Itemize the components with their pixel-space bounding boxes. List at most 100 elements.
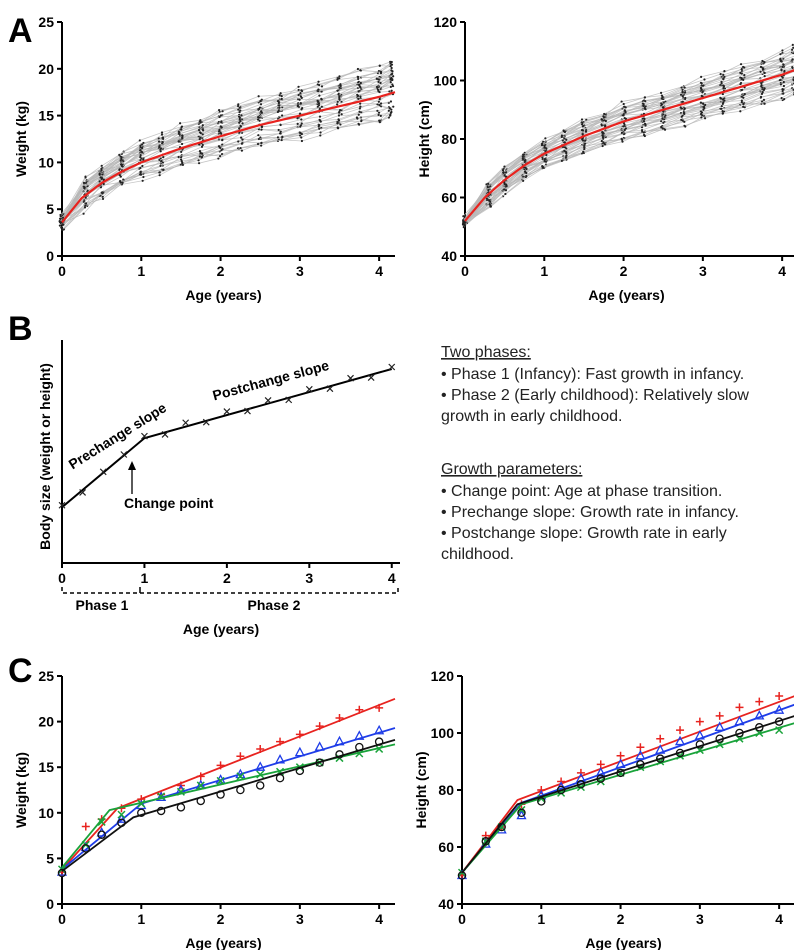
c-weight-triangle-marker	[255, 761, 266, 771]
a-weight-individual-point	[140, 143, 144, 146]
a-height-individual-line	[465, 47, 794, 221]
a-weight-individual-point	[200, 145, 204, 148]
c-weight-circle-marker	[355, 742, 364, 752]
a-height-individual-line	[464, 58, 794, 222]
a-height-individual-point	[683, 86, 686, 89]
c-height-plus-marker	[695, 717, 704, 726]
a-weight-individual-point	[279, 92, 282, 95]
b-x-tick-label: 2	[223, 570, 231, 586]
a-height-individual-point	[462, 225, 465, 229]
a-weight-individual-point	[390, 63, 394, 66]
a-height-individual-point	[544, 137, 547, 140]
a-weight-individual-point	[318, 94, 321, 97]
a-weight-individual-point	[239, 120, 242, 123]
a-height-individual-point	[644, 107, 647, 110]
c-height-fit-line	[461, 722, 794, 874]
a-weight-individual-point	[118, 168, 121, 171]
a-height-individual-point	[602, 115, 605, 118]
a-height-individual-point	[601, 134, 604, 137]
a-height-individual-point	[702, 108, 705, 111]
a-height-individual-point	[622, 102, 625, 106]
a-height-individual-point	[643, 117, 646, 121]
c-height-x-label: Age (years)	[585, 935, 661, 950]
c-height-triangle-marker	[575, 772, 587, 783]
a-weight-individual-point	[339, 123, 342, 126]
a-height-individual-point	[662, 113, 665, 116]
a-height-individual-point	[763, 102, 766, 105]
c-height-circle-marker	[596, 774, 606, 783]
a-weight-individual-point	[142, 141, 145, 145]
a-height-individual-point	[722, 73, 725, 76]
b-x-tick-label: 3	[305, 570, 313, 586]
c-weight-plus-marker	[295, 730, 304, 739]
b-data-point	[79, 488, 87, 496]
a-height-individual-point	[643, 96, 647, 99]
a-weight-individual-point	[240, 142, 244, 145]
a-weight-individual-point	[237, 108, 240, 111]
a-weight-individual-point	[376, 88, 380, 91]
a-height-individual-point	[680, 86, 683, 89]
a-height-individual-point	[781, 65, 784, 68]
a-height-individual-line	[464, 76, 794, 221]
c-weight-fit-line	[61, 743, 396, 869]
a-weight-individual-point	[218, 108, 221, 112]
a-height-individual-point	[642, 119, 646, 123]
c-height-circle-marker	[481, 837, 491, 846]
a-height-individual-point	[684, 125, 687, 128]
c-weight-triangle-marker	[314, 741, 325, 751]
a-height-individual-point	[583, 145, 586, 149]
c-weight-circle-marker	[81, 844, 91, 853]
a-weight-individual-point	[375, 77, 378, 80]
c-weight-circle-marker	[196, 796, 205, 806]
a-weight-individual-point	[201, 152, 204, 155]
a-weight-individual-point	[377, 111, 381, 114]
a-height-individual-line	[464, 79, 794, 226]
a-weight-individual-point	[359, 81, 362, 85]
a-height-individual-point	[560, 135, 563, 139]
a-weight-y-tick-label: 20	[38, 61, 54, 77]
a-weight-individual-point	[238, 116, 241, 119]
c-weight-circle-marker	[57, 868, 67, 878]
a-weight-individual-point	[102, 178, 105, 181]
b-change-point-label: Change point	[124, 495, 214, 511]
b-data-point	[99, 468, 107, 476]
a-weight-individual-point	[220, 126, 223, 129]
a-weight-individual-point	[377, 113, 380, 116]
a-weight-individual-line	[61, 76, 390, 219]
a-weight-individual-point	[139, 170, 142, 173]
a-height-individual-point	[763, 61, 766, 64]
a-height-individual-point	[721, 102, 724, 105]
c-height-y-tick-label: 100	[431, 725, 455, 741]
b-data-point	[141, 432, 148, 440]
a-height-individual-line	[464, 79, 794, 222]
a-height-individual-point	[501, 169, 505, 172]
a-weight-individual-point	[358, 110, 361, 113]
a-weight-individual-point	[218, 115, 221, 119]
a-weight-individual-point	[317, 102, 321, 105]
a-weight-individual-point	[162, 168, 165, 171]
a-weight-individual-point	[58, 217, 62, 220]
a-weight-individual-point	[158, 171, 161, 174]
text-line-7: childhood.	[441, 546, 514, 563]
a-height-individual-line	[464, 89, 794, 227]
c-height-plus-marker	[775, 691, 784, 700]
a-height-individual-point	[661, 117, 664, 120]
a-height-individual-point	[719, 83, 722, 87]
a-weight-individual-point	[298, 112, 302, 115]
a-weight-individual-point	[260, 141, 263, 145]
a-height-x-tick-label: 3	[699, 263, 707, 279]
b-data-point	[305, 385, 313, 393]
c-height-triangle-marker	[734, 715, 745, 726]
a-height-individual-point	[700, 116, 703, 119]
a-height-individual-point	[463, 223, 467, 227]
b-data-point	[244, 407, 251, 415]
c-weight-circle-marker	[236, 785, 245, 795]
c-height-y-tick-label: 80	[438, 782, 454, 798]
a-height-individual-point	[703, 78, 706, 81]
a-height-individual-point	[543, 157, 546, 161]
a-weight-individual-point	[100, 191, 103, 194]
a-weight-individual-point	[236, 104, 240, 108]
c-height-circle-marker	[636, 760, 645, 769]
a-weight-x-tick-label: 2	[217, 263, 225, 279]
c-height-triangle-marker	[635, 749, 646, 760]
